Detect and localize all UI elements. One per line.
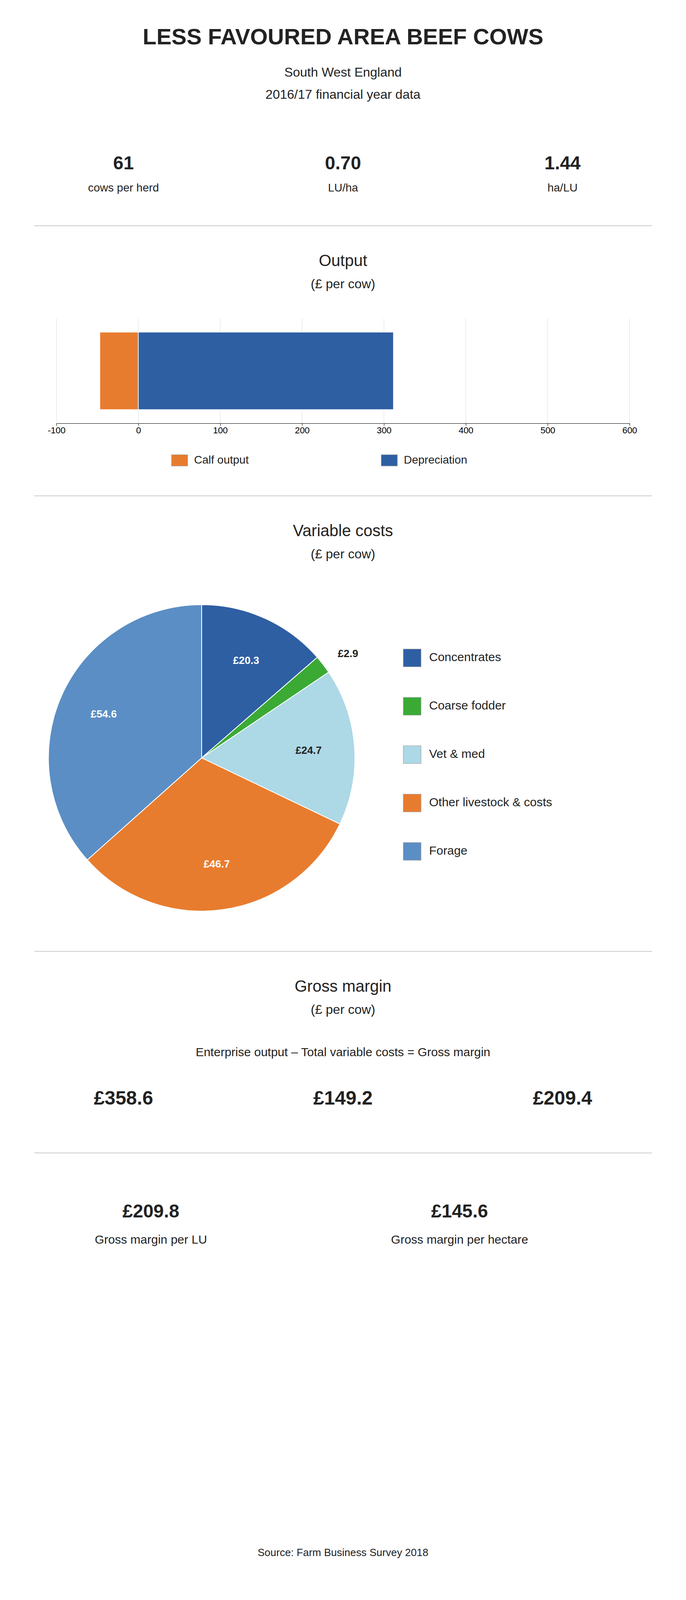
subtitle: 2016/17 financial year data xyxy=(265,87,421,102)
legend-swatch xyxy=(403,794,422,813)
tick: 600 xyxy=(622,423,638,436)
data-label: £2.9 xyxy=(337,647,359,660)
tick-label: 200 xyxy=(294,425,310,436)
legend-swatch xyxy=(403,649,422,668)
bar-chart xyxy=(56,318,630,424)
grid-line xyxy=(547,318,549,424)
data-label: £24.7 xyxy=(295,744,322,757)
legend-label: Vet & med xyxy=(429,747,485,761)
source: Source: Farm Business Survey 2018 xyxy=(257,1547,429,1560)
tick-label: 400 xyxy=(458,425,474,436)
data-label: £20.3 xyxy=(233,654,260,667)
divider xyxy=(34,495,652,497)
x-axis: -100 0 100 200 300 400 500 600 xyxy=(47,423,637,436)
legend-swatch xyxy=(403,697,422,716)
chart-title: Variable costs xyxy=(292,521,393,540)
legend-label: Depreciation xyxy=(403,453,468,467)
pie-chart: £20.3 £2.9 £24.7 £46.7 £54.6 xyxy=(48,604,359,912)
bars xyxy=(100,332,394,410)
grid-line xyxy=(465,318,467,424)
slices xyxy=(48,604,355,912)
legend-label: Forage xyxy=(429,844,468,858)
tick: 200 xyxy=(294,423,310,436)
bar xyxy=(138,332,394,410)
tick-label: 500 xyxy=(540,425,556,436)
tick-label: 600 xyxy=(622,425,638,436)
divider xyxy=(34,1153,652,1154)
section-title: Gross margin xyxy=(294,977,392,996)
tick-label: -100 xyxy=(47,425,66,436)
value: £209.8 xyxy=(122,1201,180,1222)
section-subtitle: (£ per cow) xyxy=(310,1002,376,1018)
chart-subtitle: (£ per cow) xyxy=(310,546,376,562)
value-label: Gross margin per LU xyxy=(94,1233,207,1247)
legend-label: Calf output xyxy=(193,453,249,467)
stat-value: 61 xyxy=(113,152,134,174)
tick-label: 0 xyxy=(135,425,141,436)
tick: 300 xyxy=(376,423,392,436)
chart-title: Output xyxy=(318,251,367,270)
equation: Enterprise output – Total variable costs… xyxy=(195,1045,491,1060)
legend-swatch xyxy=(403,746,422,764)
stat-label: ha/LU xyxy=(547,181,578,194)
title: LESS FAVOURED AREA BEEF COWS xyxy=(142,23,544,50)
legend-label: Other livestock & costs xyxy=(429,795,553,810)
divider xyxy=(34,951,652,953)
value: £358.6 xyxy=(93,1087,154,1110)
grid-line xyxy=(629,318,630,424)
value: £209.4 xyxy=(532,1087,593,1110)
slice xyxy=(48,604,202,861)
data-label: £54.6 xyxy=(90,708,117,721)
legend-label: Coarse fodder xyxy=(429,698,506,713)
grid-line xyxy=(56,318,57,424)
tick-label: 300 xyxy=(376,425,392,436)
divider xyxy=(34,225,652,227)
value: £145.6 xyxy=(431,1201,488,1222)
legend-swatch xyxy=(381,454,398,467)
subtitle: South West England xyxy=(284,64,402,80)
legend-swatch xyxy=(171,454,188,467)
tick: -100 xyxy=(47,423,66,436)
legend: Calf output Depreciation xyxy=(171,453,468,467)
tick: 400 xyxy=(458,423,474,436)
value-label: Gross margin per hectare xyxy=(391,1233,529,1247)
tick: 500 xyxy=(540,423,556,436)
infographic: LESS FAVOURED AREA BEEF COWS South West E… xyxy=(0,0,686,1600)
bar xyxy=(100,332,139,410)
legend-label: Concentrates xyxy=(429,650,501,664)
stat-value: 1.44 xyxy=(544,152,581,174)
stat-value: 0.70 xyxy=(325,152,362,174)
data-label: £46.7 xyxy=(203,858,230,871)
tick-label: 100 xyxy=(212,425,228,436)
stat-label: LU/ha xyxy=(327,181,359,194)
grid xyxy=(56,318,630,424)
legend-swatch xyxy=(403,842,422,861)
stat-label: cows per herd xyxy=(87,181,159,194)
tick: 0 xyxy=(135,423,141,436)
tick: 100 xyxy=(212,423,228,436)
chart-subtitle: (£ per cow) xyxy=(310,276,376,292)
data-labels: £20.3 £2.9 £24.7 £46.7 £54.6 xyxy=(90,647,359,871)
legend: Concentrates Coarse fodder Vet & med Other … xyxy=(403,649,553,861)
value: £149.2 xyxy=(313,1087,373,1110)
